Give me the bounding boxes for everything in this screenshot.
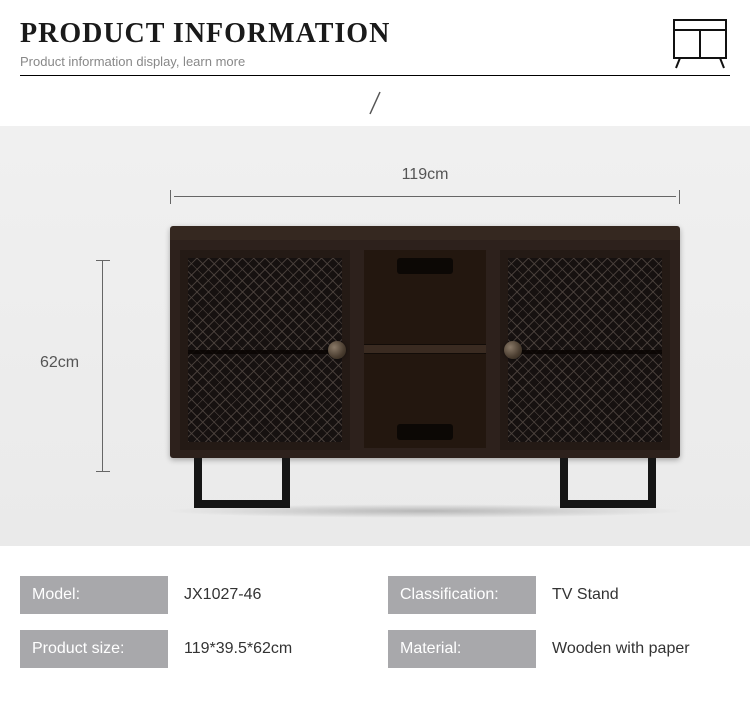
leg-right [560, 458, 656, 508]
dimension-width-line [170, 190, 680, 204]
title-underline [20, 75, 730, 76]
spec-label-model: Model: [20, 576, 168, 614]
dimension-width-label: 119cm [170, 166, 680, 184]
dimension-width: 119cm [170, 166, 680, 204]
door-knob-icon [328, 341, 346, 359]
cabinet-door-right [500, 250, 670, 450]
cabinet-body [170, 226, 680, 458]
spec-label-classification: Classification: [388, 576, 536, 614]
spec-value-classification: TV Stand [546, 586, 746, 604]
page-title: PRODUCT INFORMATION [20, 18, 730, 50]
cabinet-center [364, 250, 486, 448]
leg-left [194, 458, 290, 508]
section-divider [0, 90, 750, 116]
spec-label-size: Product size: [20, 630, 168, 668]
header: PRODUCT INFORMATION Product information … [0, 0, 750, 76]
spec-value-material: Wooden with paper [546, 640, 746, 658]
product-illustration [170, 226, 680, 512]
spec-table: Model: JX1027-46 Classification: TV Stan… [0, 576, 750, 668]
door-knob-icon [504, 341, 522, 359]
page-subtitle: Product information display, learn more [20, 54, 730, 69]
spec-value-size: 119*39.5*62cm [178, 640, 378, 658]
spec-label-material: Material: [388, 630, 536, 668]
cable-cutout-top [397, 258, 453, 274]
tv-stand-icon [672, 18, 728, 75]
dimension-height-label: 62cm [40, 354, 79, 372]
center-shelf [364, 344, 486, 354]
spec-value-model: JX1027-46 [178, 586, 378, 604]
door-shelf-line [508, 350, 662, 354]
cable-cutout-bottom [397, 424, 453, 440]
floor-shadow [160, 504, 690, 518]
door-shelf-line [188, 350, 342, 354]
cabinet-door-left [180, 250, 350, 450]
dimension-height-line [96, 260, 110, 472]
dimension-height: 62cm [40, 256, 110, 476]
product-figure: 119cm 62cm [0, 126, 750, 546]
